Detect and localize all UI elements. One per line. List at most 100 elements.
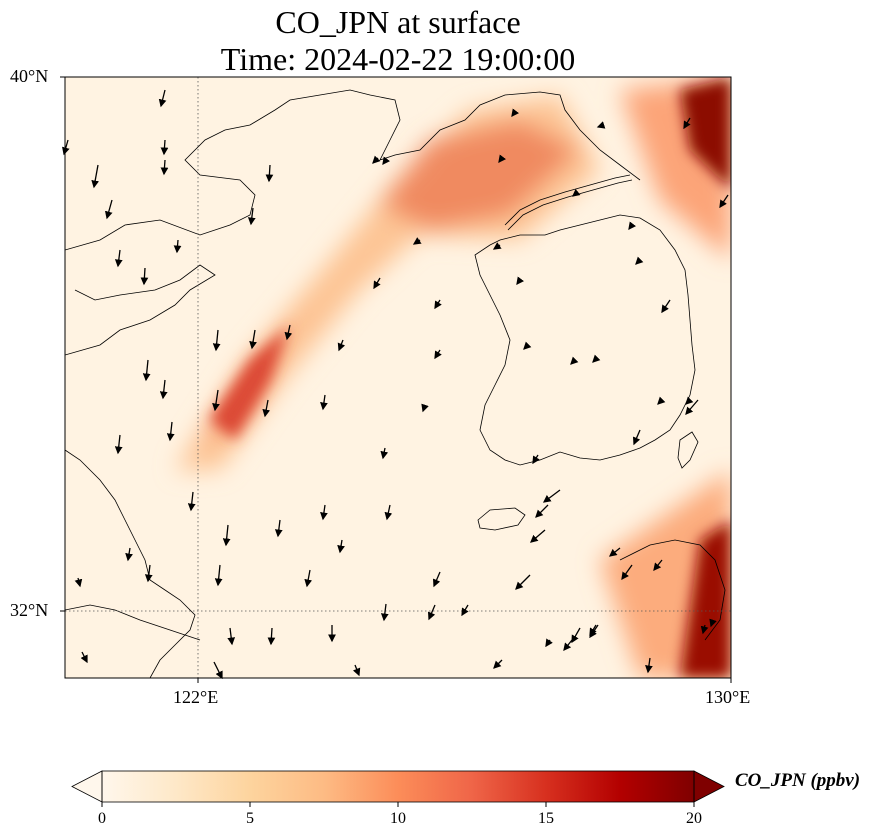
wind-vector: [685, 399, 699, 415]
wind-vector: [685, 396, 694, 405]
wind-vector: [265, 164, 274, 183]
wind-vector: [653, 559, 663, 572]
wind-vector: [267, 627, 276, 646]
colorbar-gradient: [102, 771, 694, 802]
colorbar-tick-label-10: 10: [390, 810, 406, 827]
wind-vector: [187, 491, 196, 512]
wind-vector: [589, 624, 597, 637]
wind-vector: [683, 117, 691, 130]
wind-vectors: [62, 89, 729, 680]
country-border-2: [507, 179, 633, 231]
wind-vector: [571, 627, 581, 644]
wind-vector: [542, 489, 561, 503]
wind-vector: [222, 524, 231, 547]
colorbar-extend-max: [693, 770, 725, 803]
lon-label-130e: 130°E: [705, 687, 751, 707]
country-border: [504, 174, 631, 226]
map-border: [64, 76, 732, 679]
wind-vector: [140, 267, 149, 286]
wind-vector: [530, 529, 546, 543]
colorbar-tick-label-0: 0: [98, 810, 106, 827]
wind-vector: [212, 329, 221, 352]
concentration-field: [65, 77, 731, 678]
wind-vector: [320, 394, 328, 411]
wind-vector: [337, 339, 346, 352]
wind-vector: [498, 154, 507, 164]
wind-vector: [709, 618, 717, 628]
wind-vector: [596, 121, 606, 129]
wind-vector: [380, 447, 389, 460]
colorbar-tick-label-20: 20: [686, 810, 702, 827]
wind-vector: [114, 434, 123, 455]
wind-vector: [80, 651, 88, 664]
wind-vector: [320, 504, 328, 521]
wind-vector: [114, 249, 123, 268]
wind-vector: [352, 664, 361, 677]
wind-vector: [337, 539, 345, 554]
wind-vector: [461, 604, 469, 617]
colorbar-tick-label-15: 15: [538, 810, 554, 827]
wind-vector: [160, 139, 169, 156]
map-subtitle-time: Time: 2024-02-22 19:00:00: [220, 41, 576, 77]
wind-vector: [427, 604, 436, 621]
wind-vector: [700, 624, 709, 635]
wind-vector: [516, 276, 525, 286]
wind-vector: [434, 299, 442, 310]
colorbar-tick-label-5: 5: [246, 810, 254, 827]
map-title: CO_JPN at surface: [275, 4, 521, 40]
wind-vector: [621, 564, 633, 581]
colorbar-label: CO_JPN (ppbv): [735, 770, 861, 791]
wind-vector: [570, 356, 579, 365]
wind-vector: [523, 341, 532, 350]
wind-vector: [421, 403, 429, 413]
wind-vector: [432, 571, 441, 588]
wind-vector: [434, 349, 442, 360]
wind-vector: [719, 194, 729, 209]
colorbar-extend-min: [71, 770, 103, 803]
wind-vector: [372, 155, 381, 164]
wind-vector: [535, 504, 549, 518]
wind-vector: [511, 108, 520, 118]
wind-vector: [284, 324, 293, 341]
wind-vector: [380, 603, 389, 622]
gridlines: [65, 77, 731, 678]
wind-vector: [91, 164, 99, 189]
wind-vector: [227, 627, 236, 646]
wind-vector: [532, 454, 540, 465]
wind-vector: [563, 639, 573, 652]
wind-vector: [545, 638, 553, 648]
wind-vector: [412, 237, 422, 245]
axis-ticks: [60, 76, 732, 683]
wind-vector: [214, 564, 223, 587]
wind-vector: [635, 256, 644, 265]
wind-vector: [173, 239, 182, 254]
wind-vector: [142, 359, 151, 382]
wind-vector: [628, 221, 637, 231]
wind-vector: [144, 564, 153, 583]
wind-vector: [159, 379, 168, 400]
wind-vector: [645, 657, 653, 674]
wind-vector: [212, 389, 220, 412]
lat-label-40n: 40°N: [10, 66, 49, 86]
wind-vector: [262, 399, 271, 418]
wind-vector: [493, 659, 503, 669]
wind-vector: [247, 207, 256, 226]
wind-vector: [492, 242, 502, 250]
lat-label-32n: 32°N: [10, 600, 49, 620]
wind-vector: [125, 547, 133, 562]
wind-vector: [515, 574, 531, 590]
wind-vector: [274, 519, 283, 538]
wind-vector: [373, 277, 381, 290]
wind-vector: [104, 199, 113, 220]
wind-vector: [608, 547, 621, 557]
wind-vector: [571, 188, 581, 197]
wind-vector: [213, 661, 223, 680]
wind-vector: [74, 577, 83, 588]
wind-vector: [661, 299, 671, 314]
wind-vector: [592, 354, 601, 363]
lon-label-122e: 122°E: [173, 687, 219, 707]
wind-vector: [632, 429, 641, 446]
wind-vector: [657, 396, 666, 405]
colorbar: [71, 770, 725, 807]
